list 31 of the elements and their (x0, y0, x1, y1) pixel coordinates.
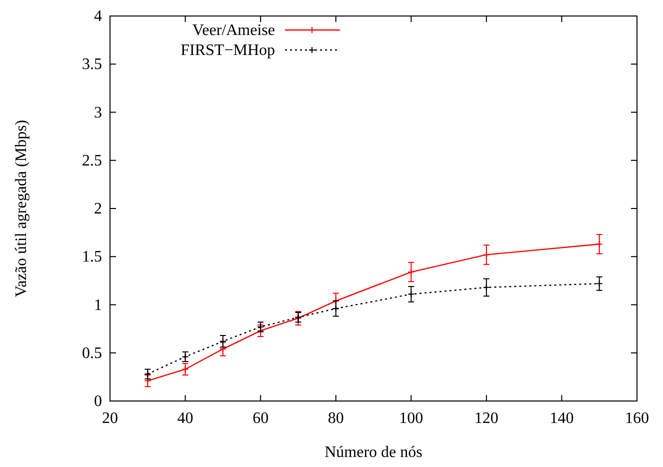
y-tick-label: 2.5 (82, 152, 102, 170)
x-tick-label: 40 (177, 410, 194, 427)
x-tick-label: 60 (252, 410, 269, 427)
y-tick-label: 3.5 (82, 56, 102, 74)
point (482, 251, 490, 258)
x-tick-label: 20 (102, 410, 118, 427)
point (596, 280, 603, 288)
y-axis-title: Vazão útil agregada (Mbps) (13, 120, 30, 298)
y-tick-label: 3 (94, 104, 102, 122)
y-tick-label: 1 (94, 296, 102, 314)
point (182, 366, 189, 373)
y-tick-label: 0 (94, 393, 102, 410)
x-axis-title: Número de nós (324, 444, 422, 461)
legend-label: FIRST−MHop (180, 42, 275, 59)
legend-label: Veer/Ameise (192, 22, 275, 39)
point (219, 346, 226, 353)
point (408, 290, 415, 298)
point (482, 284, 490, 291)
y-tick-label: 1.5 (82, 248, 102, 266)
point (144, 377, 152, 384)
point (219, 338, 226, 345)
x-tick-label: 100 (399, 410, 424, 427)
y-tick-label: 4 (94, 8, 102, 25)
y-tick-label: 2 (94, 200, 102, 218)
x-tick-label: 160 (625, 410, 649, 427)
x-tick-label: 120 (474, 410, 498, 427)
x-tick-label: 80 (328, 410, 344, 427)
point (332, 305, 340, 312)
point (408, 268, 415, 276)
x-tick-label: 140 (550, 410, 574, 427)
y-tick-label: 0.5 (82, 344, 102, 362)
